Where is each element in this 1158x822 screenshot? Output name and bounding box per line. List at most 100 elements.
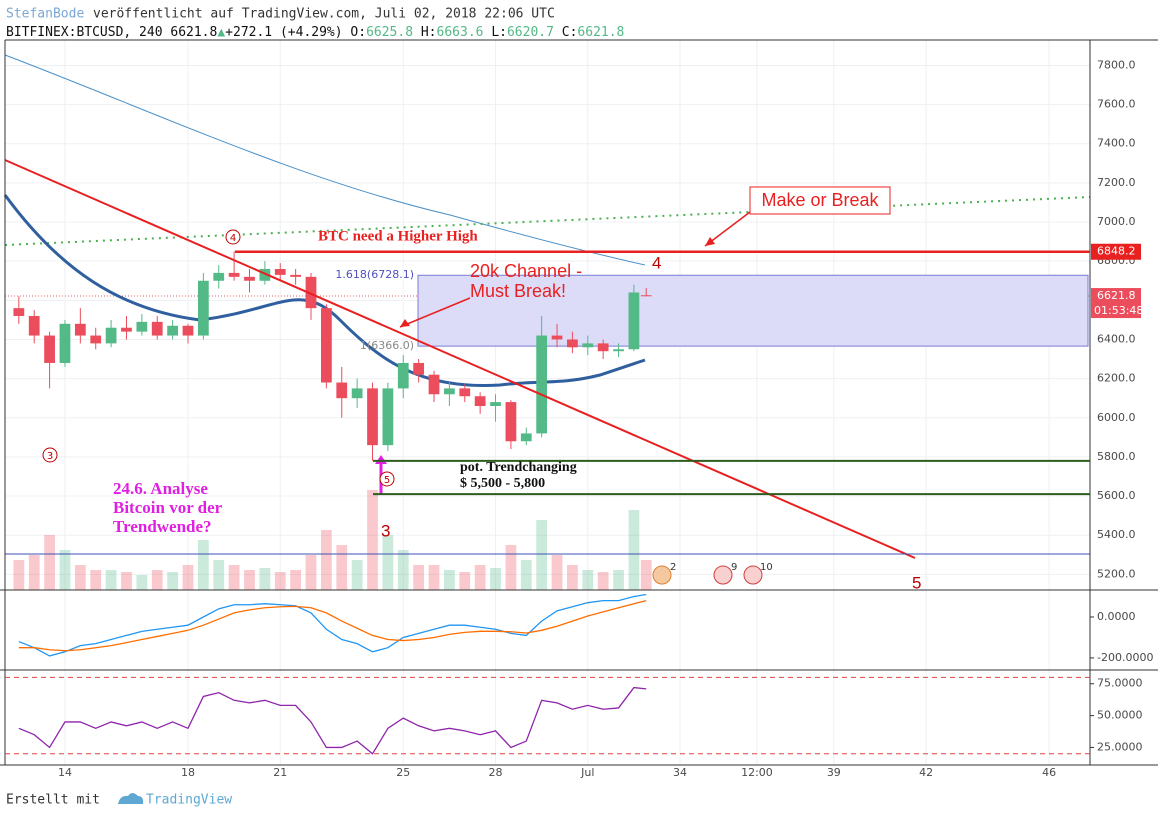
y-tick-label: 6400.0 [1097,332,1136,345]
volume-bar [520,560,532,590]
event-count: 10 [760,562,773,573]
wave-label: 4 [652,253,661,272]
candle-body [228,272,240,277]
annotation: pot. Trendchanging [460,460,577,475]
candle-body [428,374,440,395]
volume-bar [336,545,348,590]
x-tick-label: 14 [58,766,72,779]
event-icon[interactable] [652,565,672,585]
ohlc-key: O: [350,25,366,40]
volume-bar [228,565,240,590]
symbol: BITFINEX:BTCUSD, 240 [6,25,163,40]
volume-bar [244,570,255,590]
annotation: $ 5,500 - 5,800 [460,476,545,491]
candle-body [640,295,652,297]
volume-bar [628,510,640,590]
volume-bar [320,530,332,590]
candle-body [244,276,255,281]
x-tick-label: 21 [273,766,287,779]
wave-label: 5 [912,573,921,592]
arrow [704,211,751,247]
volume-bar [213,560,225,590]
wave-label: 4 [230,233,236,244]
level-label: 6848.2 [1097,245,1136,258]
ohlc-value: 6663.6 [437,25,484,40]
up-arrow: ▲ [217,25,225,40]
y-tick-label: 0.0000 [1097,610,1136,623]
volume-bar [597,572,609,590]
wave-label: 5 [384,475,390,486]
candle-body [413,362,425,375]
volume-bar [74,565,86,590]
volume-bar [28,555,40,590]
event-icon[interactable] [743,565,763,585]
candle-body [459,388,471,397]
annotation: Make or Break [761,190,879,210]
candle-body [151,321,163,336]
trendline [4,159,916,559]
candle-body [44,335,55,363]
circle [42,447,58,463]
volume-bar [197,540,209,590]
candle-body [259,269,271,281]
candle-body [90,335,102,344]
x-tick-label: 28 [489,766,503,779]
x-tick-label: 42 [919,766,933,779]
fib-box [417,274,1089,347]
signal-line [18,599,647,652]
x-tick-label: Jul [580,766,594,779]
candle-body [367,388,378,446]
price-label: 6621.8 [1097,289,1136,302]
volume-bar [59,550,71,590]
volume-bar [640,560,652,590]
candle-body [336,382,348,399]
event-icon[interactable] [713,565,733,585]
rsi-line [18,686,647,755]
annotation: Trendwende? [113,517,212,536]
volume-bar [413,565,425,590]
y-tick-label: 50.0000 [1097,709,1143,722]
y-tick-label: 7400.0 [1097,137,1136,150]
volume-bar [474,565,486,590]
volume-bar [505,545,517,590]
candle-body [520,433,532,442]
candle-body [551,335,563,340]
candle-body [290,274,302,277]
volume-bar [444,570,455,590]
wave-label: 3 [381,521,390,540]
x-tick-label: 34 [673,766,687,779]
candle-body [74,323,86,336]
candle-body [567,339,578,348]
annotation: BTC need a Higher High [318,228,478,244]
candle-body [351,388,363,399]
arrow-head [400,319,410,327]
y-tick-label: 5400.0 [1097,528,1136,541]
footer-text: Erstellt mit [6,793,100,808]
volume-bar [428,565,440,590]
y-tick-label: 5600.0 [1097,489,1136,502]
volume-bar [274,572,286,590]
volume-bar [167,572,178,590]
annotation: 24.6. Analyse [113,479,208,498]
x-tick-label: 46 [1042,766,1056,779]
event-count: 2 [670,562,676,573]
candle-body [597,343,609,352]
candle-body [536,335,548,434]
y-tick-label: 75.0000 [1097,677,1143,690]
candle-body [182,325,194,336]
candle-body [582,343,594,348]
y-tick-label: 7800.0 [1097,58,1136,71]
grid [5,40,1090,765]
y-tick-label: 5800.0 [1097,450,1136,463]
brand[interactable]: TradingView [146,793,232,808]
candles [13,251,652,461]
ohlc-value: 6621.8 [577,25,624,40]
volume-bar [290,570,302,590]
volume-bar [382,535,394,590]
y-tick-label: -200.0000 [1097,651,1153,664]
volume-bar [105,570,117,590]
volume-bar [13,560,25,590]
y-tick-label: 6200.0 [1097,372,1136,385]
